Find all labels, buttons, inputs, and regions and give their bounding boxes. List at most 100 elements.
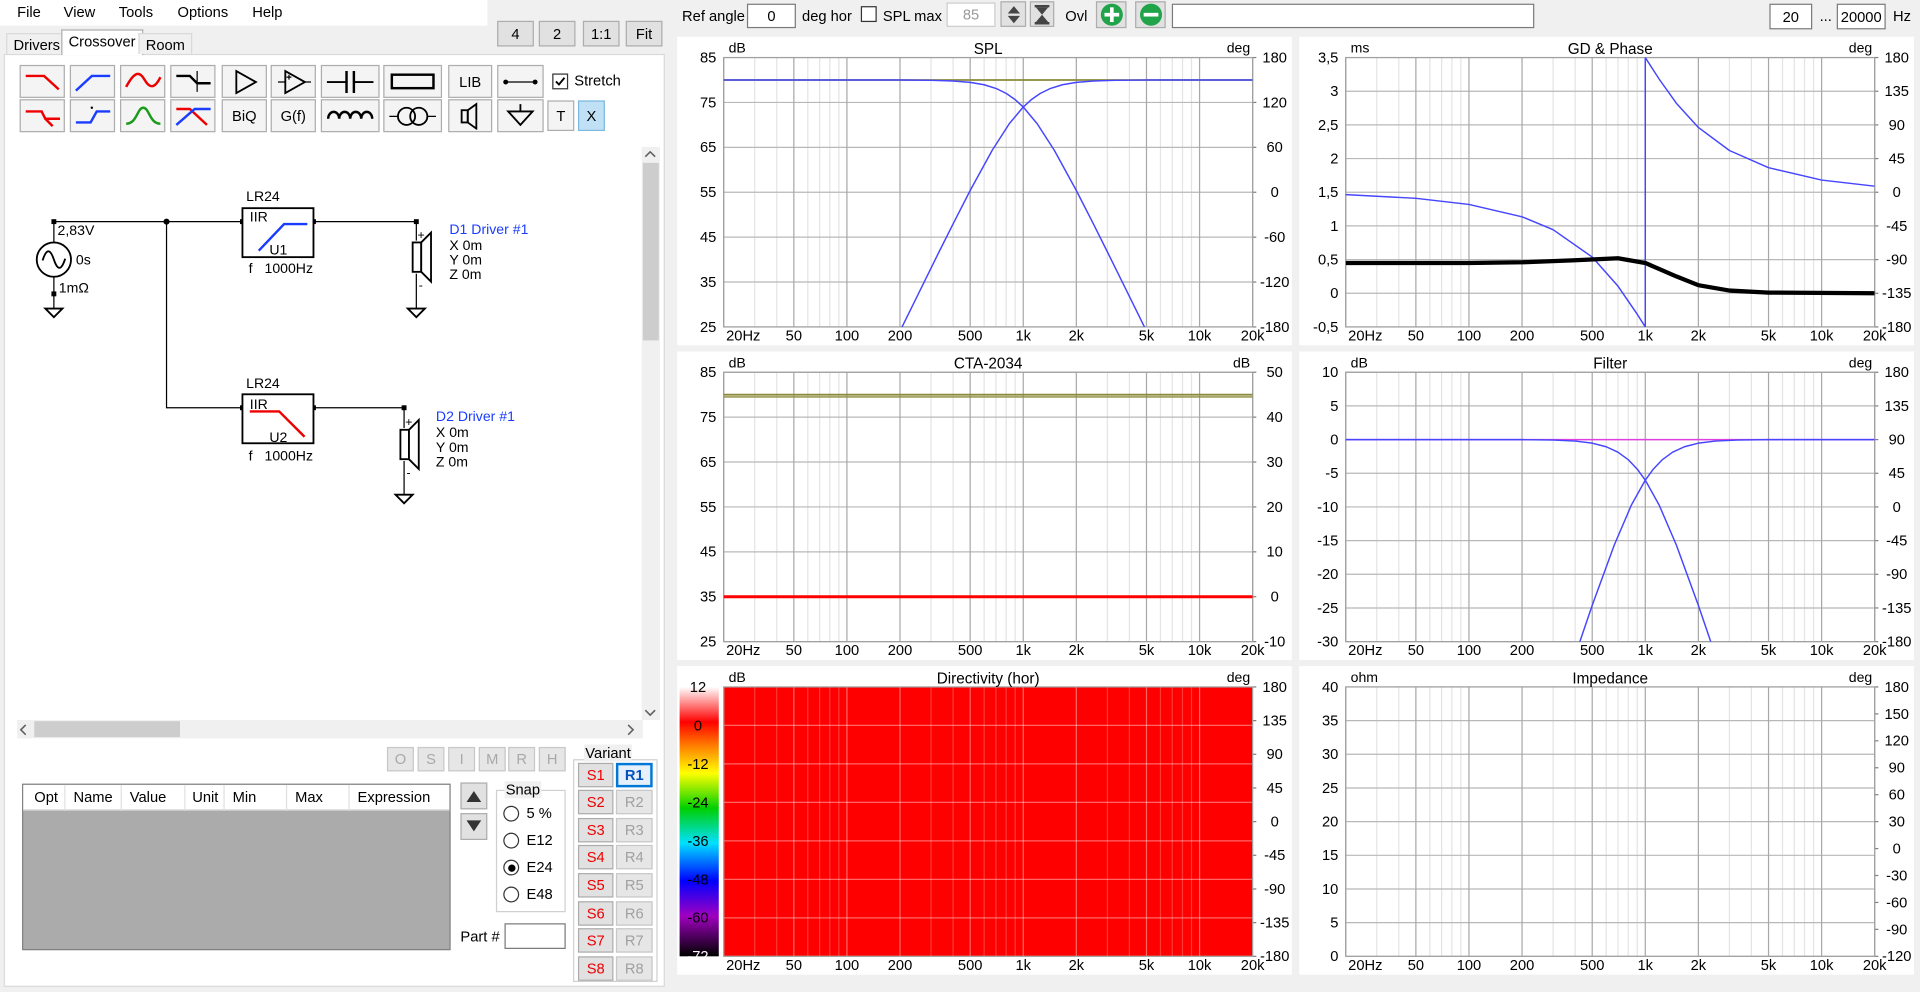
move-down-button[interactable] xyxy=(460,813,488,840)
resistor-button[interactable] xyxy=(383,64,443,98)
view-button[interactable]: 4 xyxy=(497,20,534,47)
curve xyxy=(901,79,1253,327)
driver-z: Z 0m xyxy=(436,454,468,470)
x-tick-label: 20Hz xyxy=(1348,958,1382,974)
save-variant-button[interactable]: S7 xyxy=(577,928,614,953)
snap-radio[interactable] xyxy=(503,832,520,849)
driver-button[interactable] xyxy=(448,99,493,133)
x-tick-label: 10k xyxy=(1188,643,1212,659)
spl-max-checkbox[interactable] xyxy=(860,6,877,23)
opt-button[interactable]: M xyxy=(478,746,506,772)
save-variant-button[interactable]: S8 xyxy=(577,956,614,981)
opt-button[interactable]: I xyxy=(448,746,476,772)
tab[interactable]: Drivers xyxy=(6,33,68,54)
remove-overlay-button[interactable] xyxy=(1135,1,1166,29)
recall-variant-button[interactable]: R5 xyxy=(615,873,653,898)
recall-variant-button[interactable]: R7 xyxy=(615,928,653,953)
x-tick-label: 20k xyxy=(1241,328,1265,344)
recall-variant-button[interactable]: R1 xyxy=(615,762,653,788)
lowpass-button[interactable] xyxy=(19,64,65,98)
recall-variant-button[interactable]: R4 xyxy=(615,844,653,870)
opt-button[interactable]: H xyxy=(538,746,566,772)
lowpass-2-button[interactable] xyxy=(19,99,65,133)
x-tick-label: 20k xyxy=(1863,643,1887,659)
part-input[interactable] xyxy=(504,923,566,949)
part-label: Part # xyxy=(460,928,500,946)
icon xyxy=(277,69,312,95)
y2-axis-unit: deg xyxy=(1849,354,1872,370)
spin-button[interactable] xyxy=(1000,1,1027,27)
save-variant-button[interactable]: S5 xyxy=(577,873,614,898)
plot-border xyxy=(1345,686,1876,957)
overlay-input[interactable] xyxy=(1171,3,1535,29)
add-overlay-button[interactable] xyxy=(1095,1,1127,29)
opt-button[interactable]: S xyxy=(417,746,445,772)
save-variant-button[interactable]: S3 xyxy=(577,817,614,843)
library-button[interactable]: LIB xyxy=(448,64,493,98)
freq-min-input[interactable]: 20 xyxy=(1769,3,1813,30)
max-button[interactable] xyxy=(1029,1,1055,27)
transfer-function-button[interactable]: G(f) xyxy=(270,99,316,133)
snap-radio[interactable] xyxy=(503,859,520,876)
menu-item[interactable]: File xyxy=(17,3,41,21)
y2-tick-label: -45 xyxy=(1886,534,1907,550)
snap-radio[interactable] xyxy=(503,805,520,822)
peaking-button[interactable] xyxy=(120,99,166,133)
opt-button[interactable]: R xyxy=(508,746,536,772)
x-tick-label: 2k xyxy=(1069,958,1085,974)
move-up-button[interactable] xyxy=(460,782,488,810)
icon xyxy=(235,69,258,95)
capacitor-button[interactable] xyxy=(320,64,380,98)
opt-button[interactable]: O xyxy=(386,746,414,772)
shelf-button[interactable] xyxy=(170,64,216,98)
recall-variant-button[interactable]: R8 xyxy=(615,956,653,981)
tab[interactable]: Room xyxy=(138,33,193,54)
recall-variant-button[interactable]: R3 xyxy=(615,817,653,843)
recall-variant-button[interactable]: R6 xyxy=(615,901,653,926)
view-button[interactable]: 2 xyxy=(538,20,576,47)
x-button[interactable]: X xyxy=(577,100,605,132)
stretch-checkbox[interactable] xyxy=(552,73,569,90)
view-button[interactable]: Fit xyxy=(625,20,663,47)
scroll-thumb[interactable] xyxy=(642,162,659,341)
filter-param: f xyxy=(249,260,253,276)
menu-item[interactable]: Tools xyxy=(118,3,154,21)
buffer-button[interactable] xyxy=(270,64,316,98)
curves xyxy=(1345,57,1875,327)
snap-radio[interactable] xyxy=(503,886,520,903)
freq-max-input[interactable]: 20000 xyxy=(1836,3,1886,30)
curves xyxy=(723,393,1253,599)
crossover-button[interactable] xyxy=(170,99,216,133)
ground-button[interactable] xyxy=(497,99,544,133)
save-variant-button[interactable]: S4 xyxy=(577,844,614,870)
menu-item[interactable]: Options xyxy=(177,3,229,21)
snap-option: E48 xyxy=(526,885,553,903)
save-variant-button[interactable]: S1 xyxy=(577,762,614,788)
recall-variant-button[interactable]: R2 xyxy=(615,789,653,815)
ref-angle-input[interactable]: 0 xyxy=(746,3,796,29)
transformer-button[interactable] xyxy=(383,99,443,133)
inductor-button[interactable] xyxy=(320,99,380,133)
highpass-2-button[interactable] xyxy=(69,99,116,133)
view-button[interactable]: 1:1 xyxy=(582,20,620,47)
y-tick-label: 40 xyxy=(1322,680,1338,696)
spl-max-input[interactable]: 85 xyxy=(946,2,996,27)
menu-item[interactable]: View xyxy=(63,3,96,21)
wire-button[interactable] xyxy=(497,64,544,98)
chart-title: Impedance xyxy=(1572,670,1648,687)
highpass-button[interactable] xyxy=(69,64,116,98)
amplifier-button[interactable] xyxy=(221,64,267,98)
biquad-button[interactable]: BiQ xyxy=(221,99,267,133)
text-button[interactable]: T xyxy=(547,100,575,132)
scroll-thumb[interactable] xyxy=(34,721,181,738)
save-variant-button[interactable]: S2 xyxy=(577,789,614,815)
y-tick-label: -12 xyxy=(687,757,708,773)
tab[interactable]: Crossover xyxy=(61,29,143,56)
bandpass-button[interactable] xyxy=(120,64,166,98)
save-variant-button[interactable]: S6 xyxy=(577,901,614,926)
ovl-label: Ovl xyxy=(1065,7,1088,25)
pins xyxy=(51,219,419,411)
x-tick-label: 500 xyxy=(958,958,983,974)
menu-item[interactable]: Help xyxy=(252,3,283,21)
